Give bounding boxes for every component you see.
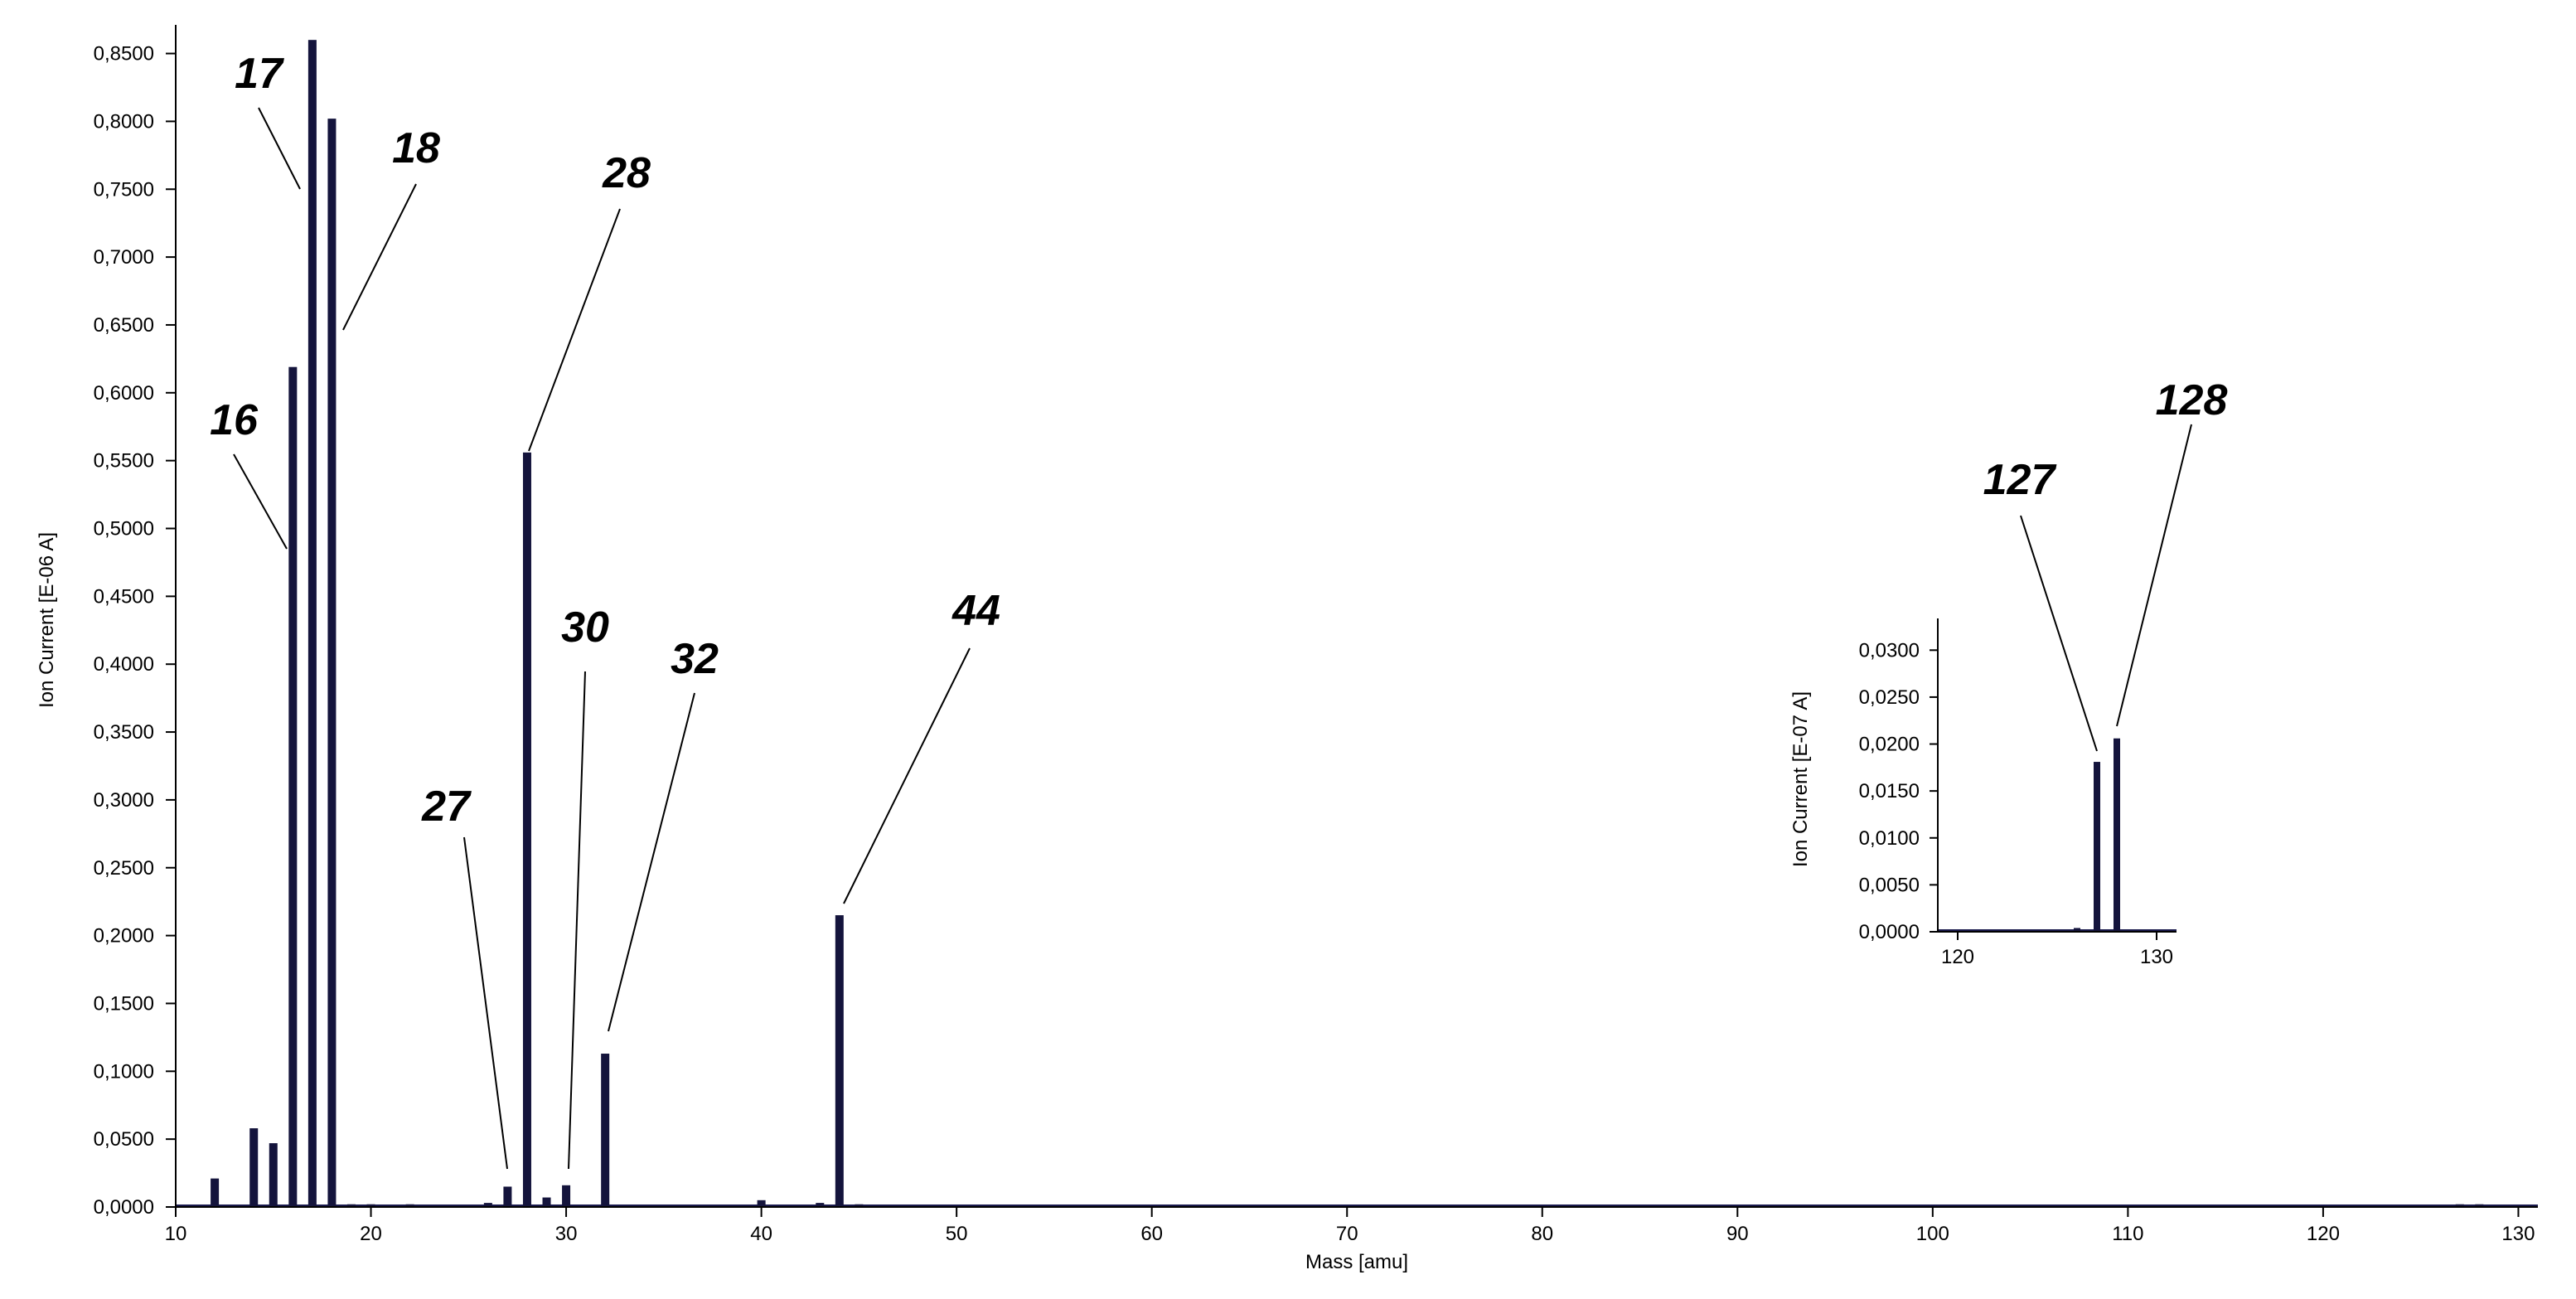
main-y-tick-label: 0,1500	[94, 992, 154, 1015]
peak-label-32: 32	[671, 635, 719, 683]
main-bar-m127	[2455, 1204, 2464, 1207]
main-bar-m22	[405, 1204, 414, 1207]
peak-leader-line-32	[608, 692, 695, 1032]
main-x-axis-title: Mass [amu]	[1305, 1251, 1408, 1273]
main-y-tick-label: 0,3500	[94, 721, 154, 744]
main-x-tick-label: 120	[2307, 1223, 2340, 1245]
main-bar-m27	[503, 1186, 512, 1207]
main-y-tick-label: 0,8500	[94, 43, 154, 65]
peak-leader-line-128	[2116, 424, 2192, 727]
main-y-tick-label: 0,5000	[94, 518, 154, 540]
main-bar-m26	[483, 1203, 492, 1207]
main-bar-m30	[562, 1185, 571, 1207]
inset-y-tick-label: 0,0050	[1859, 874, 1920, 896]
main-bar-m15	[269, 1143, 278, 1207]
main-x-tick-label: 70	[1336, 1223, 1358, 1245]
inset-y-tick-label: 0,0150	[1859, 780, 1920, 802]
peak-label-18: 18	[392, 124, 440, 172]
peak-leader-line-127	[2020, 515, 2098, 752]
peak-label-44: 44	[951, 587, 1000, 635]
main-y-tick-label: 0,5500	[94, 450, 154, 473]
main-y-tick-label: 0,4500	[94, 585, 154, 608]
main-x-tick-label: 20	[360, 1223, 382, 1245]
inset-bar-m127	[2094, 762, 2100, 932]
peak-label-28: 28	[602, 149, 651, 197]
peak-label-127: 127	[1983, 456, 2057, 504]
main-x-tick-label: 110	[2112, 1223, 2143, 1245]
inset-y-tick-label: 0,0300	[1859, 639, 1920, 662]
main-x-tick-label: 10	[165, 1223, 187, 1245]
main-bar-m32	[601, 1054, 610, 1207]
inset-y-tick-label: 0,0250	[1859, 686, 1920, 709]
main-x-tick-label: 60	[1140, 1223, 1163, 1245]
inset-bar-m126	[2074, 928, 2080, 932]
main-bar-m40	[757, 1200, 766, 1207]
main-y-tick-label: 0,4000	[94, 653, 154, 676]
main-x-tick-label: 130	[2501, 1223, 2535, 1245]
main-bar-m28	[522, 452, 531, 1207]
inset-y-tick-label: 0,0200	[1859, 734, 1920, 756]
peak-leader-line-44	[843, 647, 971, 904]
main-bar-m18	[327, 119, 337, 1208]
peak-label-17: 17	[235, 50, 284, 98]
main-bar-m44	[835, 915, 844, 1207]
peak-label-16: 16	[210, 396, 259, 444]
inset-bar-m128	[2114, 738, 2120, 932]
peak-label-30: 30	[561, 603, 609, 652]
main-bar-m19	[346, 1204, 356, 1207]
inset-x-tick-label: 120	[1941, 946, 1974, 968]
inset-y-tick-label: 0,0000	[1859, 921, 1920, 943]
peak-leader-line-28	[528, 208, 621, 452]
main-bar-m128	[2475, 1204, 2484, 1207]
main-y-tick-label: 0,0500	[94, 1128, 154, 1151]
peak-label-128: 128	[2156, 376, 2228, 424]
main-y-tick-label: 0,6500	[94, 314, 154, 337]
inset-y-tick-label: 0,0100	[1859, 827, 1920, 850]
main-bar-m20	[366, 1204, 375, 1207]
main-bar-m45	[855, 1204, 864, 1207]
peak-leader-line-27	[463, 836, 508, 1170]
main-x-tick-label: 100	[1916, 1223, 1949, 1245]
inset-x-tick-label: 130	[2140, 946, 2173, 968]
peak-leader-line-17	[258, 107, 301, 190]
main-bar-m14	[249, 1128, 259, 1207]
main-y-tick-label: 0,8000	[94, 110, 154, 133]
main-y-tick-label: 0,0000	[94, 1196, 154, 1219]
main-bar-m29	[542, 1197, 551, 1207]
main-bar-m17	[307, 40, 317, 1208]
main-x-tick-label: 50	[946, 1223, 968, 1245]
inset-y-axis-title: Ion Current [E-07 A]	[1789, 691, 1812, 867]
main-x-tick-label: 80	[1531, 1223, 1553, 1245]
main-y-tick-label: 0,2500	[94, 857, 154, 880]
main-bar-m12	[211, 1178, 220, 1207]
main-y-tick-label: 0,2000	[94, 925, 154, 948]
main-bar-m43	[816, 1203, 825, 1207]
main-x-tick-label: 90	[1726, 1223, 1749, 1245]
peak-leader-line-18	[342, 183, 417, 331]
main-y-tick-label: 0,3000	[94, 789, 154, 812]
main-y-tick-label: 0,6000	[94, 382, 154, 405]
peak-leader-line-30	[568, 671, 586, 1170]
main-y-tick-label: 0,7000	[94, 246, 154, 269]
main-x-tick-label: 40	[750, 1223, 772, 1245]
peak-leader-line-16	[233, 453, 288, 550]
peak-label-27: 27	[421, 783, 472, 831]
main-y-axis-title: Ion Current [E-06 A]	[36, 532, 58, 708]
main-bar-m16	[288, 366, 298, 1208]
main-x-tick-label: 30	[555, 1223, 578, 1245]
main-y-tick-label: 0,1000	[94, 1060, 154, 1083]
main-y-tick-label: 0,7500	[94, 178, 154, 201]
